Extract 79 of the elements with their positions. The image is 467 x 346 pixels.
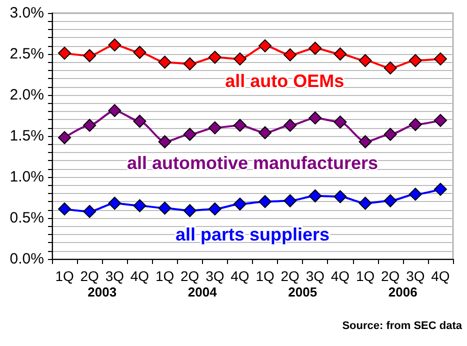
point <box>434 114 447 127</box>
series-label: all auto OEMs <box>225 71 344 92</box>
text: 2006 <box>388 284 418 300</box>
point <box>334 48 347 60</box>
x-tick-label: 1Q <box>55 268 74 284</box>
x-tick-label: 3Q <box>406 268 425 284</box>
x-tick-label: 3Q <box>105 268 124 284</box>
x-tick-label: 1Q <box>256 268 274 284</box>
x-tick-label: 2Q <box>381 268 400 284</box>
point <box>233 198 246 211</box>
point <box>384 61 397 74</box>
text: 2004 <box>188 284 218 300</box>
y-tick-label: 0.0% <box>10 250 44 268</box>
point <box>408 54 422 68</box>
x-tick-label: 3Q <box>206 268 224 284</box>
point <box>308 189 322 202</box>
point <box>133 46 146 59</box>
text: 2005 <box>288 284 318 300</box>
point <box>108 38 122 52</box>
point <box>384 128 397 141</box>
point <box>284 194 297 208</box>
point <box>284 48 297 62</box>
point <box>158 56 172 69</box>
point <box>434 182 447 196</box>
y-tick-label: 2.5% <box>10 46 44 62</box>
point <box>83 204 96 218</box>
point <box>233 52 246 66</box>
point <box>208 202 222 216</box>
y-tick-label: 0.5% <box>10 210 44 226</box>
point <box>58 202 72 216</box>
x-tick-label: 3Q <box>306 268 325 284</box>
point <box>133 199 146 212</box>
point <box>183 128 196 141</box>
point <box>258 195 272 208</box>
x-tick-label: 2Q <box>80 268 100 284</box>
point <box>408 118 422 132</box>
y-tick-label: 1.5% <box>10 128 44 144</box>
point <box>233 118 246 132</box>
point <box>158 135 172 148</box>
point <box>434 52 447 66</box>
point <box>308 42 322 55</box>
text: 2003 <box>88 284 117 300</box>
point <box>183 57 196 70</box>
point <box>334 190 347 204</box>
x-tick-label: 4Q <box>130 268 150 284</box>
point <box>408 188 422 201</box>
x-tick-label: 2Q <box>180 268 200 284</box>
series-label: all parts suppliers <box>175 224 330 244</box>
point <box>258 39 272 52</box>
point <box>208 50 222 64</box>
point <box>83 49 96 62</box>
point <box>334 116 347 129</box>
y-tick-label: 1.0% <box>10 168 44 186</box>
point <box>108 104 122 118</box>
point <box>208 121 222 134</box>
x-tick-label: 2Q <box>280 268 300 284</box>
y-tick-label: 2.0% <box>10 86 44 104</box>
point <box>183 204 196 218</box>
point <box>58 46 72 60</box>
x-tick-label: 4Q <box>330 268 350 284</box>
x-tick-label: 4Q <box>230 268 250 284</box>
x-tick-label: 1Q <box>155 268 174 284</box>
x-tick-label: 4Q <box>431 268 450 284</box>
point <box>308 111 322 124</box>
point <box>358 135 372 148</box>
point <box>384 194 397 208</box>
x-tick-label: 1Q <box>356 268 375 284</box>
point <box>108 196 122 210</box>
point <box>358 196 372 210</box>
point <box>133 114 146 128</box>
point <box>83 118 96 132</box>
point <box>284 118 297 132</box>
point <box>158 202 172 215</box>
point <box>358 54 372 68</box>
point <box>58 131 72 144</box>
series-label: all automotive manufacturers <box>126 153 378 174</box>
source-note: Source: from SEC data <box>342 320 463 332</box>
y-tick-label: 3.0% <box>10 4 44 22</box>
point <box>258 126 272 140</box>
